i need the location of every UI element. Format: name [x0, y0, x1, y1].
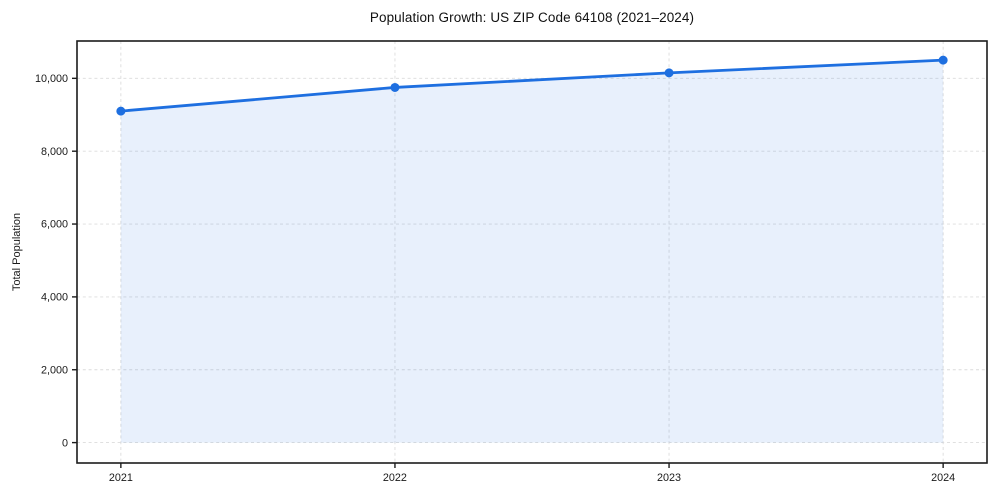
y-tick-label: 8,000: [41, 146, 68, 158]
data-point-2023: [664, 68, 674, 78]
y-tick-label: 4,000: [41, 292, 68, 304]
y-tick-label: 6,000: [41, 219, 68, 231]
plot-border: [76, 40, 988, 464]
chart-title: Population Growth: US ZIP Code 64108 (20…: [369, 10, 695, 25]
y-tick-label: 2,000: [41, 364, 68, 376]
data-point-2022: [390, 82, 400, 92]
area-fill: [120, 60, 944, 443]
y-tick-label: 10,000: [35, 73, 68, 85]
x-tick-label: 2022: [383, 472, 407, 484]
y-tick-label: 0: [62, 437, 68, 449]
data-point-2024: [938, 55, 948, 65]
series-line: [119, 58, 945, 113]
x-tick-label: 2021: [109, 472, 133, 484]
x-tick-label: 2024: [931, 472, 955, 484]
x-tick-label: 2023: [657, 472, 681, 484]
data-point-2021: [116, 106, 126, 116]
